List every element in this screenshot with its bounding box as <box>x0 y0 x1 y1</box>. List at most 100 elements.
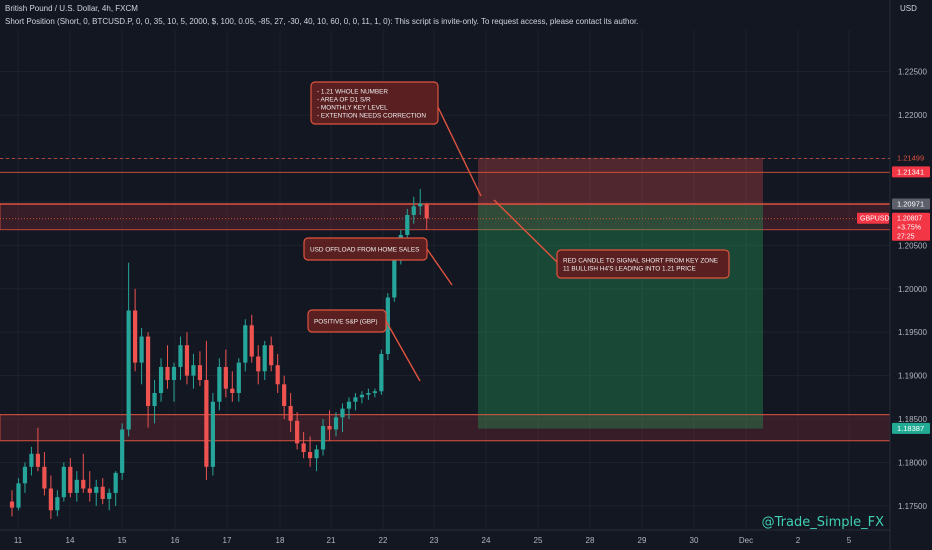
candle-body <box>145 336 151 407</box>
candle-body <box>113 472 118 493</box>
price-label-121499-text: 1.21499 <box>897 154 924 163</box>
candle-body <box>94 486 99 493</box>
candle-body <box>275 365 280 385</box>
stop-zone <box>478 157 763 205</box>
price-tick-label: 1.22000 <box>898 111 927 120</box>
candle-body <box>126 310 131 430</box>
time-tick-label: 17 <box>223 536 232 545</box>
candle-body <box>107 492 112 499</box>
candle-body <box>48 488 53 511</box>
candle-body <box>29 453 34 467</box>
time-tick-label: Dec <box>739 536 753 545</box>
candle-body <box>418 203 423 207</box>
candle-body <box>171 366 177 380</box>
candle-body <box>249 325 254 357</box>
candle-body <box>359 394 365 398</box>
candle-body <box>295 420 300 444</box>
target-zone <box>478 204 763 429</box>
candle-body <box>366 393 371 395</box>
candle-body <box>16 483 21 508</box>
change-pct-text: +3.75% <box>897 225 921 232</box>
annotations: - 1.21 WHOLE NUMBER- AREA OF D1 S/R- MON… <box>303 81 730 333</box>
annotation-text: USD OFFLOAD FROM HOME SALES <box>310 247 419 254</box>
price-label-121341-bg <box>892 166 930 178</box>
annotation-arrow <box>435 102 482 197</box>
candle-body <box>262 345 267 372</box>
time-tick-label: 22 <box>379 536 388 545</box>
price-tick-label: 1.20500 <box>898 241 927 250</box>
last-price-bg <box>892 212 930 241</box>
annotation-text: - AREA OF D1 S/R <box>317 97 371 104</box>
candle-body <box>424 204 429 219</box>
price-label-120971-bg <box>892 198 930 210</box>
price-axis: 1.225001.220001.215001.210001.205001.200… <box>857 0 930 550</box>
candle-body <box>307 452 313 459</box>
countdown-text: 27:25 <box>897 234 915 241</box>
candle-body <box>405 214 410 235</box>
zone-resistance <box>0 203 891 231</box>
time-tick-label: 29 <box>638 536 647 545</box>
time-tick-label: 11 <box>14 536 23 545</box>
watermark: @Trade_Simple_FX <box>761 515 884 530</box>
candle-body <box>68 466 73 493</box>
time-tick-label: 28 <box>586 536 595 545</box>
price-tick-label: 1.17500 <box>898 502 927 511</box>
candle-body <box>327 426 332 430</box>
annotation-arrow <box>385 320 421 382</box>
candle-body <box>320 426 326 450</box>
candle-body <box>191 365 196 376</box>
annotation-box <box>310 81 439 125</box>
indicator-line: Short Position (Short, 0, BTCUSD.P, 0, 0… <box>5 17 639 26</box>
candle-body <box>9 501 15 508</box>
candle-body <box>42 466 47 489</box>
price-label-118387: 1.18387 <box>892 422 930 434</box>
time-tick-label: 16 <box>171 536 180 545</box>
time-axis: 11 14 15 16 17 18 21 22 23 24 25 28 29 30 Dec 2 5 <box>0 529 890 545</box>
annotation-text: - EXTENTION NEEDS CORRECTION <box>317 113 426 120</box>
price-tick-label: 1.20000 <box>898 285 927 294</box>
candle-body <box>139 336 144 363</box>
last-price-text: 1.20807 <box>897 216 922 223</box>
candle-body <box>120 429 125 473</box>
candle-body <box>100 486 105 499</box>
candle-body <box>314 449 319 459</box>
candle-body <box>379 353 384 392</box>
price-label-121499: 1.21499 <box>892 152 930 164</box>
annotation-text: - MONTHLY KEY LEVEL <box>317 105 388 112</box>
annotation-arrow <box>493 199 558 263</box>
price-tick-label: 1.19000 <box>898 372 927 381</box>
time-tick-label: 24 <box>482 536 491 545</box>
candle-body <box>210 401 215 467</box>
time-tick-label: 23 <box>430 536 439 545</box>
time-tick-label: 21 <box>327 536 336 545</box>
annotation-text: - 1.21 WHOLE NUMBER <box>317 89 388 96</box>
candle-body <box>230 388 235 393</box>
price-label-120971: 1.20971 <box>892 198 930 210</box>
annotation-arrow <box>426 248 453 286</box>
price-label-121499-bg <box>892 152 930 164</box>
symbol-tag-bg <box>857 212 889 224</box>
candle-body <box>269 345 274 366</box>
symbol-title: British Pound / U.S. Dollar, 4h, FXCM <box>5 4 138 13</box>
price-label-118387-text: 1.18387 <box>897 424 924 433</box>
time-tick-label: 18 <box>276 536 285 545</box>
candle-body <box>243 325 248 363</box>
annotation-box <box>307 309 387 333</box>
time-tick-label: 5 <box>847 536 852 545</box>
candle-body <box>256 356 261 372</box>
time-tick-label: 2 <box>796 536 801 545</box>
price-label-121341: 1.21341 <box>892 166 930 178</box>
currency-label: USD <box>900 4 917 13</box>
annotation-text: POSITIVE S&P (GBP) <box>314 319 377 326</box>
candle-body <box>372 391 377 393</box>
price-tick-label: 1.18000 <box>898 458 927 467</box>
price-tick-label: 1.18500 <box>898 415 927 424</box>
candle-body <box>35 453 41 467</box>
candle-body <box>282 384 287 407</box>
time-tick-label: 25 <box>534 536 543 545</box>
candle-body <box>197 365 203 380</box>
candle-body <box>81 479 86 489</box>
price-tick-label: 1.22500 <box>898 68 927 77</box>
candle-body <box>385 297 390 354</box>
